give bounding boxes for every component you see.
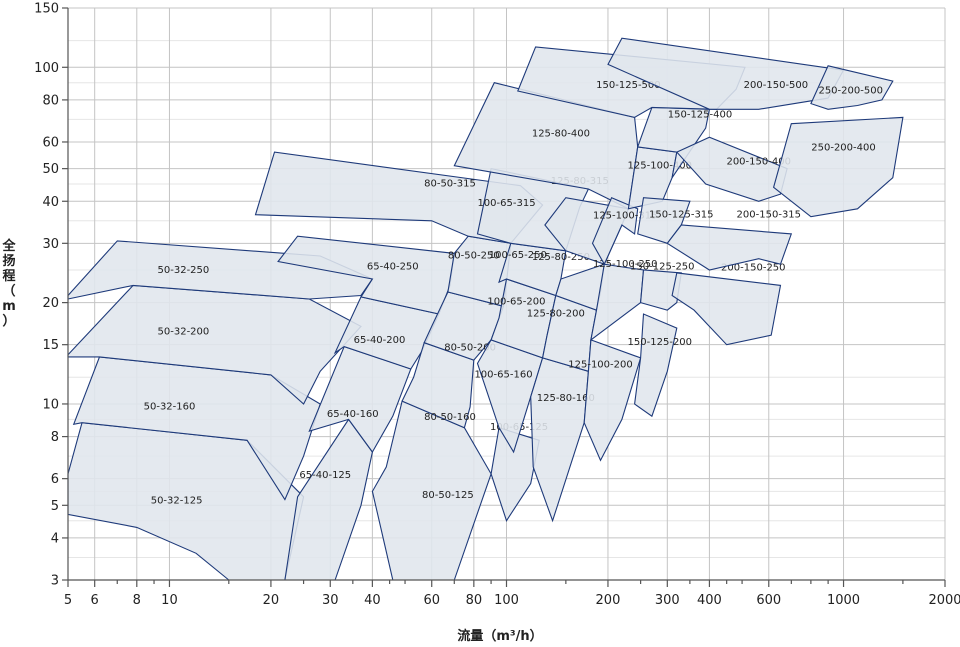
- y-axis-label-group: 全扬程（m）: [1, 238, 16, 329]
- region-label: 150-125-500: [596, 80, 660, 91]
- region-label: 125-100-200: [568, 359, 632, 370]
- x-tick-label: 60: [423, 593, 440, 608]
- region-label: 200-150-400: [726, 157, 790, 168]
- x-tick-label: 300: [655, 593, 680, 608]
- y-axis-label-char: m: [2, 299, 16, 314]
- y-axis-label-char: 程: [2, 269, 15, 284]
- y-axis-label-char: 扬: [2, 253, 15, 269]
- region-label: 125-80-400: [532, 129, 590, 140]
- region-label: 80-50-125: [422, 490, 474, 501]
- region-80-50-125: 80-50-125: [371, 400, 492, 581]
- x-tick-label: 2000: [928, 593, 960, 608]
- axes: [62, 7, 946, 587]
- y-tick-label: 6: [51, 472, 59, 487]
- region-200-150-400: 200-150-400: [675, 136, 791, 202]
- region-label: 65-40-160: [327, 409, 379, 420]
- region-label: 125-80-200: [527, 308, 585, 319]
- x-tick-label: 80: [466, 593, 483, 608]
- region-label: 125-80-160: [537, 393, 595, 404]
- y-tick-label: 30: [42, 237, 59, 252]
- y-tick-label: 60: [42, 135, 59, 150]
- region-label: 150-125-250: [630, 261, 694, 272]
- region-200-150-250: 200-150-250: [671, 263, 786, 346]
- region-shape: [634, 313, 678, 418]
- region-label: 250-200-500: [818, 86, 882, 97]
- region-label: 65-40-125: [299, 470, 351, 481]
- region-label: 200-150-250: [721, 263, 785, 274]
- region-label: 100-65-250: [489, 250, 547, 261]
- region-150-125-315: 150-125-315: [637, 197, 714, 244]
- x-tick-label: 100: [494, 593, 519, 608]
- region-shape: [583, 339, 642, 462]
- y-axis-label-char: 全: [1, 238, 16, 254]
- region-shape: [675, 136, 788, 202]
- region-250-200-500: 250-200-500: [810, 65, 894, 110]
- region-label: 100-65-200: [487, 296, 545, 307]
- region-label: 125-100-315: [593, 211, 657, 222]
- region-label: 80-50-200: [444, 343, 496, 354]
- region-label: 125-100-250: [593, 259, 657, 270]
- region-label: 80-50-315: [424, 178, 476, 189]
- region-label: 65-40-250: [367, 261, 419, 272]
- y-axis-label-char: ）: [2, 313, 15, 329]
- x-tick-label: 6: [91, 593, 99, 608]
- region-label: 50-32-250: [158, 265, 210, 276]
- region-150-125-200: 150-125-200: [628, 313, 692, 418]
- region-label: 80-50-160: [424, 412, 476, 423]
- region-shape: [671, 272, 782, 346]
- x-tick-label: 1000: [827, 593, 860, 608]
- region-label: 50-32-200: [158, 327, 210, 338]
- y-tick-label: 20: [42, 296, 59, 311]
- y-tick-label: 80: [42, 93, 59, 108]
- region-200-150-315: 200-150-315: [666, 210, 801, 271]
- x-tick-label: 40: [364, 593, 381, 608]
- x-tick-label: 600: [756, 593, 781, 608]
- x-tick-label: 10: [161, 593, 178, 608]
- y-tick-label: 50: [42, 162, 59, 177]
- region-label: 150-125-315: [649, 210, 713, 221]
- y-tick-label: 40: [42, 195, 59, 210]
- tick-labels: 5 6 8 10 20 30 40 60 80 100 200 300 400 600 1000 2000 3 4…: [34, 2, 960, 609]
- region-shape: [772, 116, 904, 218]
- y-tick-label: 8: [51, 430, 59, 445]
- region-shape: [591, 196, 639, 266]
- y-tick-label: 100: [34, 61, 59, 76]
- x-tick-label: 30: [322, 593, 339, 608]
- y-tick-label: 10: [42, 397, 59, 412]
- x-tick-label: 20: [263, 593, 280, 608]
- y-tick-label: 15: [42, 338, 59, 353]
- region-250-200-400: 250-200-400: [772, 116, 904, 218]
- x-axis-label: 流量（m³/h）: [457, 628, 542, 644]
- region-label: 100-65-315: [477, 198, 535, 209]
- y-tick-label: 4: [51, 531, 59, 546]
- region-shape: [810, 65, 894, 110]
- y-tick-label: 3: [51, 574, 59, 589]
- region-label: 150-125-400: [668, 110, 732, 121]
- y-axis-label-char: （: [2, 283, 15, 299]
- region-label: 200-150-315: [737, 210, 801, 221]
- region-125-100-315: 125-100-315: [591, 196, 657, 266]
- x-tick-label: 8: [133, 593, 141, 608]
- region-label: 250-200-400: [811, 142, 875, 153]
- region-label: 50-32-160: [144, 401, 196, 412]
- region-label: 50-32-125: [151, 496, 203, 507]
- x-tick-label: 200: [596, 593, 621, 608]
- region-shape: [530, 357, 589, 523]
- y-tick-label: 5: [51, 499, 59, 514]
- y-tick-label: 150: [34, 2, 59, 17]
- region-label: 150-125-200: [628, 337, 692, 348]
- performance-regions: 50-32-125 50-32-160 50-32-200 50-32-250 65-4…: [67, 37, 904, 581]
- region-label: 200-150-500: [744, 80, 808, 91]
- region-label: 65-40-200: [354, 335, 406, 346]
- x-tick-label: 400: [697, 593, 722, 608]
- region-125-80-160: 125-80-160: [530, 357, 595, 523]
- region-label: 80-50-250: [448, 251, 500, 262]
- region-label: 125-80-250: [532, 252, 590, 263]
- region-label: 125-100-400: [628, 160, 692, 171]
- region-shape: [666, 224, 793, 271]
- region-shape: [637, 197, 691, 244]
- x-tick-label: 5: [64, 593, 72, 608]
- region-label: 100-65-160: [474, 370, 532, 381]
